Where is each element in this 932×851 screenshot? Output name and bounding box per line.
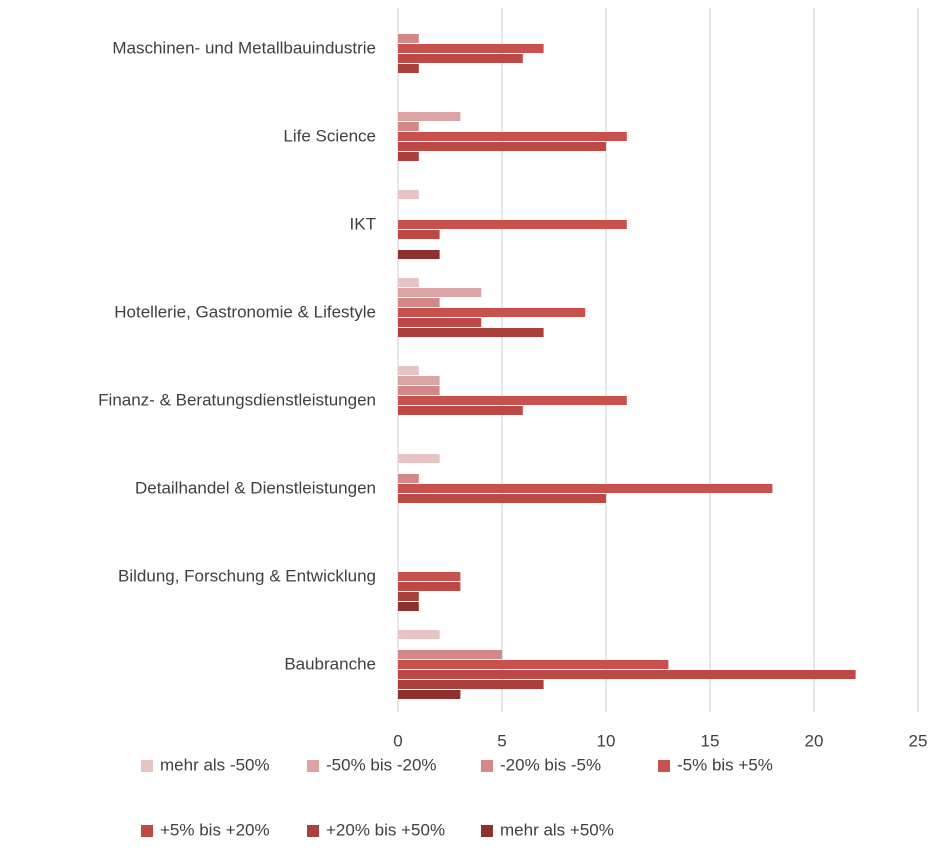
bar bbox=[398, 680, 544, 689]
bar bbox=[398, 142, 606, 151]
legend-label: -20% bis -5% bbox=[500, 755, 601, 774]
bar bbox=[398, 190, 419, 199]
bar bbox=[398, 298, 440, 307]
legend-label: -50% bis -20% bbox=[326, 755, 437, 774]
bar bbox=[398, 122, 419, 131]
legend-swatch bbox=[307, 760, 319, 772]
bar bbox=[398, 474, 419, 483]
bar bbox=[398, 288, 482, 297]
x-tick-label: 15 bbox=[701, 731, 720, 750]
x-tick-label: 10 bbox=[597, 731, 616, 750]
legend-label: +5% bis +20% bbox=[160, 820, 270, 839]
bar bbox=[398, 54, 523, 63]
bar bbox=[398, 376, 440, 385]
legend-swatch bbox=[307, 825, 319, 837]
y-tick-label: Life Science bbox=[283, 126, 376, 145]
x-tick-label: 5 bbox=[497, 731, 506, 750]
bar bbox=[398, 328, 544, 337]
bar bbox=[398, 484, 773, 493]
bar bbox=[398, 650, 502, 659]
legend-label: mehr als +50% bbox=[500, 820, 614, 839]
x-tick-label: 25 bbox=[909, 731, 928, 750]
legend-swatch bbox=[141, 825, 153, 837]
y-tick-label: IKT bbox=[350, 214, 376, 233]
x-tick-label: 0 bbox=[393, 731, 402, 750]
legend-swatch bbox=[658, 760, 670, 772]
bar bbox=[398, 34, 419, 43]
bar bbox=[398, 220, 627, 229]
legend-swatch bbox=[481, 825, 493, 837]
bar bbox=[398, 386, 440, 395]
bar bbox=[398, 582, 461, 591]
bar bbox=[398, 230, 440, 239]
bar bbox=[398, 396, 627, 405]
bar bbox=[398, 690, 461, 699]
bar bbox=[398, 366, 419, 375]
bar bbox=[398, 494, 606, 503]
bar bbox=[398, 112, 461, 121]
y-tick-label: Maschinen- und Metallbauindustrie bbox=[112, 38, 376, 57]
bar bbox=[398, 132, 627, 141]
bar bbox=[398, 602, 419, 611]
bar bbox=[398, 64, 419, 73]
bar bbox=[398, 308, 586, 317]
legend-label: mehr als -50% bbox=[160, 755, 270, 774]
legend-label: +20% bis +50% bbox=[326, 820, 445, 839]
y-tick-label: Baubranche bbox=[284, 654, 376, 673]
bar bbox=[398, 592, 419, 601]
bar bbox=[398, 454, 440, 463]
bar bbox=[398, 660, 669, 669]
legend-swatch bbox=[141, 760, 153, 772]
bar bbox=[398, 318, 482, 327]
y-tick-label: Finanz- & Beratungsdienstleistungen bbox=[98, 390, 376, 409]
y-tick-label: Hotellerie, Gastronomie & Lifestyle bbox=[114, 302, 376, 321]
bar bbox=[398, 670, 856, 679]
x-tick-label: 20 bbox=[805, 731, 824, 750]
bar bbox=[398, 250, 440, 259]
y-tick-label: Bildung, Forschung & Entwicklung bbox=[118, 566, 376, 585]
bar bbox=[398, 630, 440, 639]
bar bbox=[398, 572, 461, 581]
bar bbox=[398, 406, 523, 415]
legend-label: -5% bis +5% bbox=[677, 755, 773, 774]
bar bbox=[398, 44, 544, 53]
y-tick-label: Detailhandel & Dienstleistungen bbox=[135, 478, 376, 497]
bar bbox=[398, 278, 419, 287]
legend-swatch bbox=[481, 760, 493, 772]
bar bbox=[398, 152, 419, 161]
